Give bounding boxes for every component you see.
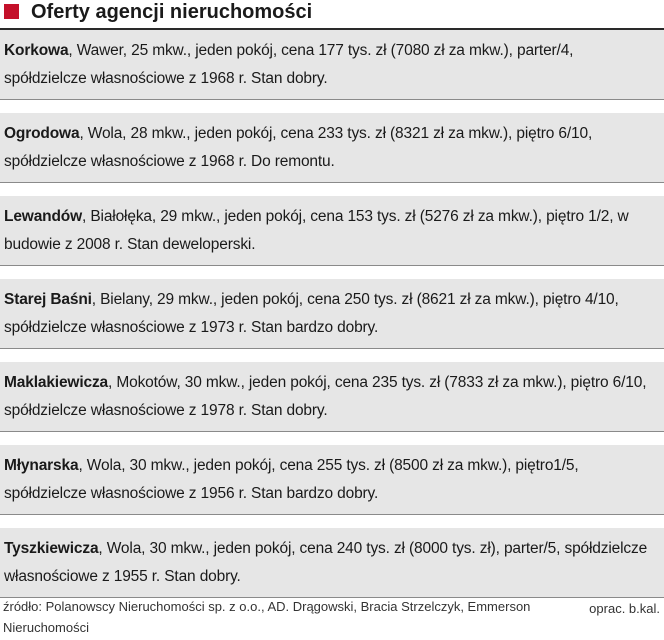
listing-item: Ogrodowa, Wola, 28 mkw., jeden pokój, ce…	[0, 113, 664, 183]
source-note: źródło: Polanowscy Nieruchomości sp. z o…	[3, 599, 531, 635]
listing-item: Korkowa, Wawer, 25 mkw., jeden pokój, ce…	[0, 30, 664, 100]
page-title: Oferty agencji nieruchomości	[31, 1, 313, 23]
listing-details: , Wola, 30 mkw., jeden pokój, cena 240 t…	[4, 540, 648, 585]
footer: źródło: Polanowscy Nieruchomości sp. z o…	[0, 596, 664, 640]
listing-item: Lewandów, Białołęka, 29 mkw., jeden pokó…	[0, 196, 664, 266]
listing-details: , Wola, 28 mkw., jeden pokój, cena 233 t…	[4, 125, 593, 170]
listing-street: Starej Baśni	[4, 291, 92, 308]
listing-details: , Wawer, 25 mkw., jeden pokój, cena 177 …	[4, 42, 574, 87]
listing-item: Tyszkiewicza, Wola, 30 mkw., jeden pokój…	[0, 528, 664, 598]
listing-street: Tyszkiewicza	[4, 540, 99, 557]
listing-item: Starej Baśni, Bielany, 29 mkw., jeden po…	[0, 279, 664, 349]
listing-street: Korkowa	[4, 42, 69, 59]
listing-street: Ogrodowa	[4, 125, 80, 142]
listing-item: Młynarska, Wola, 30 mkw., jeden pokój, c…	[0, 445, 664, 515]
author-credit: oprac. b.kal.	[589, 601, 660, 616]
listing-street: Lewandów	[4, 208, 83, 225]
listing-street: Młynarska	[4, 457, 79, 474]
listings: Korkowa, Wawer, 25 mkw., jeden pokój, ce…	[0, 30, 664, 611]
listing-street: Maklakiewicza	[4, 374, 109, 391]
listing-details: , Mokotów, 30 mkw., jeden pokój, cena 23…	[4, 374, 647, 419]
header: Oferty agencji nieruchomości	[0, 0, 664, 30]
listing-details: , Białołęka, 29 mkw., jeden pokój, cena …	[4, 208, 629, 253]
listing-item: Maklakiewicza, Mokotów, 30 mkw., jeden p…	[0, 362, 664, 432]
header-accent-square	[4, 4, 19, 19]
listing-details: , Bielany, 29 mkw., jeden pokój, cena 25…	[4, 291, 619, 336]
listing-details: , Wola, 30 mkw., jeden pokój, cena 255 t…	[4, 457, 579, 502]
